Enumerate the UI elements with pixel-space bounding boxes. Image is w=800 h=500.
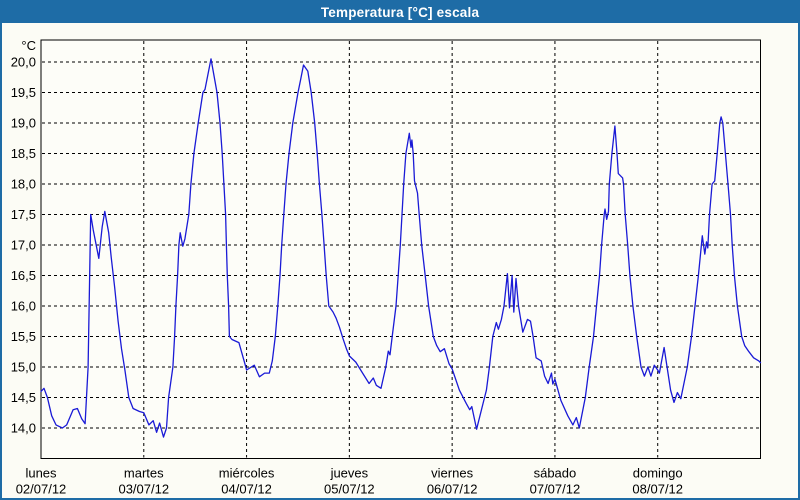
y-axis-tick-label: 14,0 — [11, 420, 36, 435]
y-axis-tick-label: 15,0 — [11, 359, 36, 374]
y-axis-tick-label: 19,0 — [11, 115, 36, 130]
y-axis-tick-label: 15,5 — [11, 329, 36, 344]
y-axis-tick-label: 20,0 — [11, 54, 36, 69]
y-axis-tick-label: 19,5 — [11, 85, 36, 100]
x-axis-date-label: 05/07/12 — [324, 482, 375, 497]
x-axis-date-label: 03/07/12 — [118, 482, 169, 497]
temperature-series-line — [40, 58, 762, 438]
x-axis-day-label: lunes — [25, 466, 57, 481]
window-title-bar: Temperatura [°C] escala — [2, 2, 798, 23]
y-axis-tick-label: 16,5 — [11, 268, 36, 283]
x-axis-day-label: miércoles — [219, 466, 275, 481]
y-axis-tick-label: 16,0 — [11, 298, 36, 313]
x-axis-date-label: 08/07/12 — [632, 482, 683, 497]
y-axis-tick-label: 18,5 — [11, 146, 36, 161]
plot-border — [40, 39, 761, 459]
x-axis-day-label: martes — [124, 466, 164, 481]
x-axis-date-label: 04/07/12 — [221, 482, 272, 497]
x-axis-day-label: sábado — [534, 466, 577, 481]
y-axis-unit-label: °C — [21, 38, 36, 53]
x-axis-date-label: 07/07/12 — [530, 482, 581, 497]
x-axis-date-label: 06/07/12 — [427, 482, 478, 497]
y-axis-tick-label: 14,5 — [11, 390, 36, 405]
y-axis-tick-label: 17,0 — [11, 237, 36, 252]
x-axis-day-label: domingo — [633, 466, 683, 481]
y-axis-tick-label: 17,5 — [11, 207, 36, 222]
window-title: Temperatura [°C] escala — [320, 5, 480, 20]
x-axis-day-label: viernes — [431, 466, 473, 481]
x-axis-day-label: jueves — [330, 466, 369, 481]
y-axis-tick-label: 18,0 — [11, 176, 36, 191]
plot-area[interactable] — [41, 40, 761, 459]
x-axis-date-label: 02/07/12 — [16, 482, 67, 497]
